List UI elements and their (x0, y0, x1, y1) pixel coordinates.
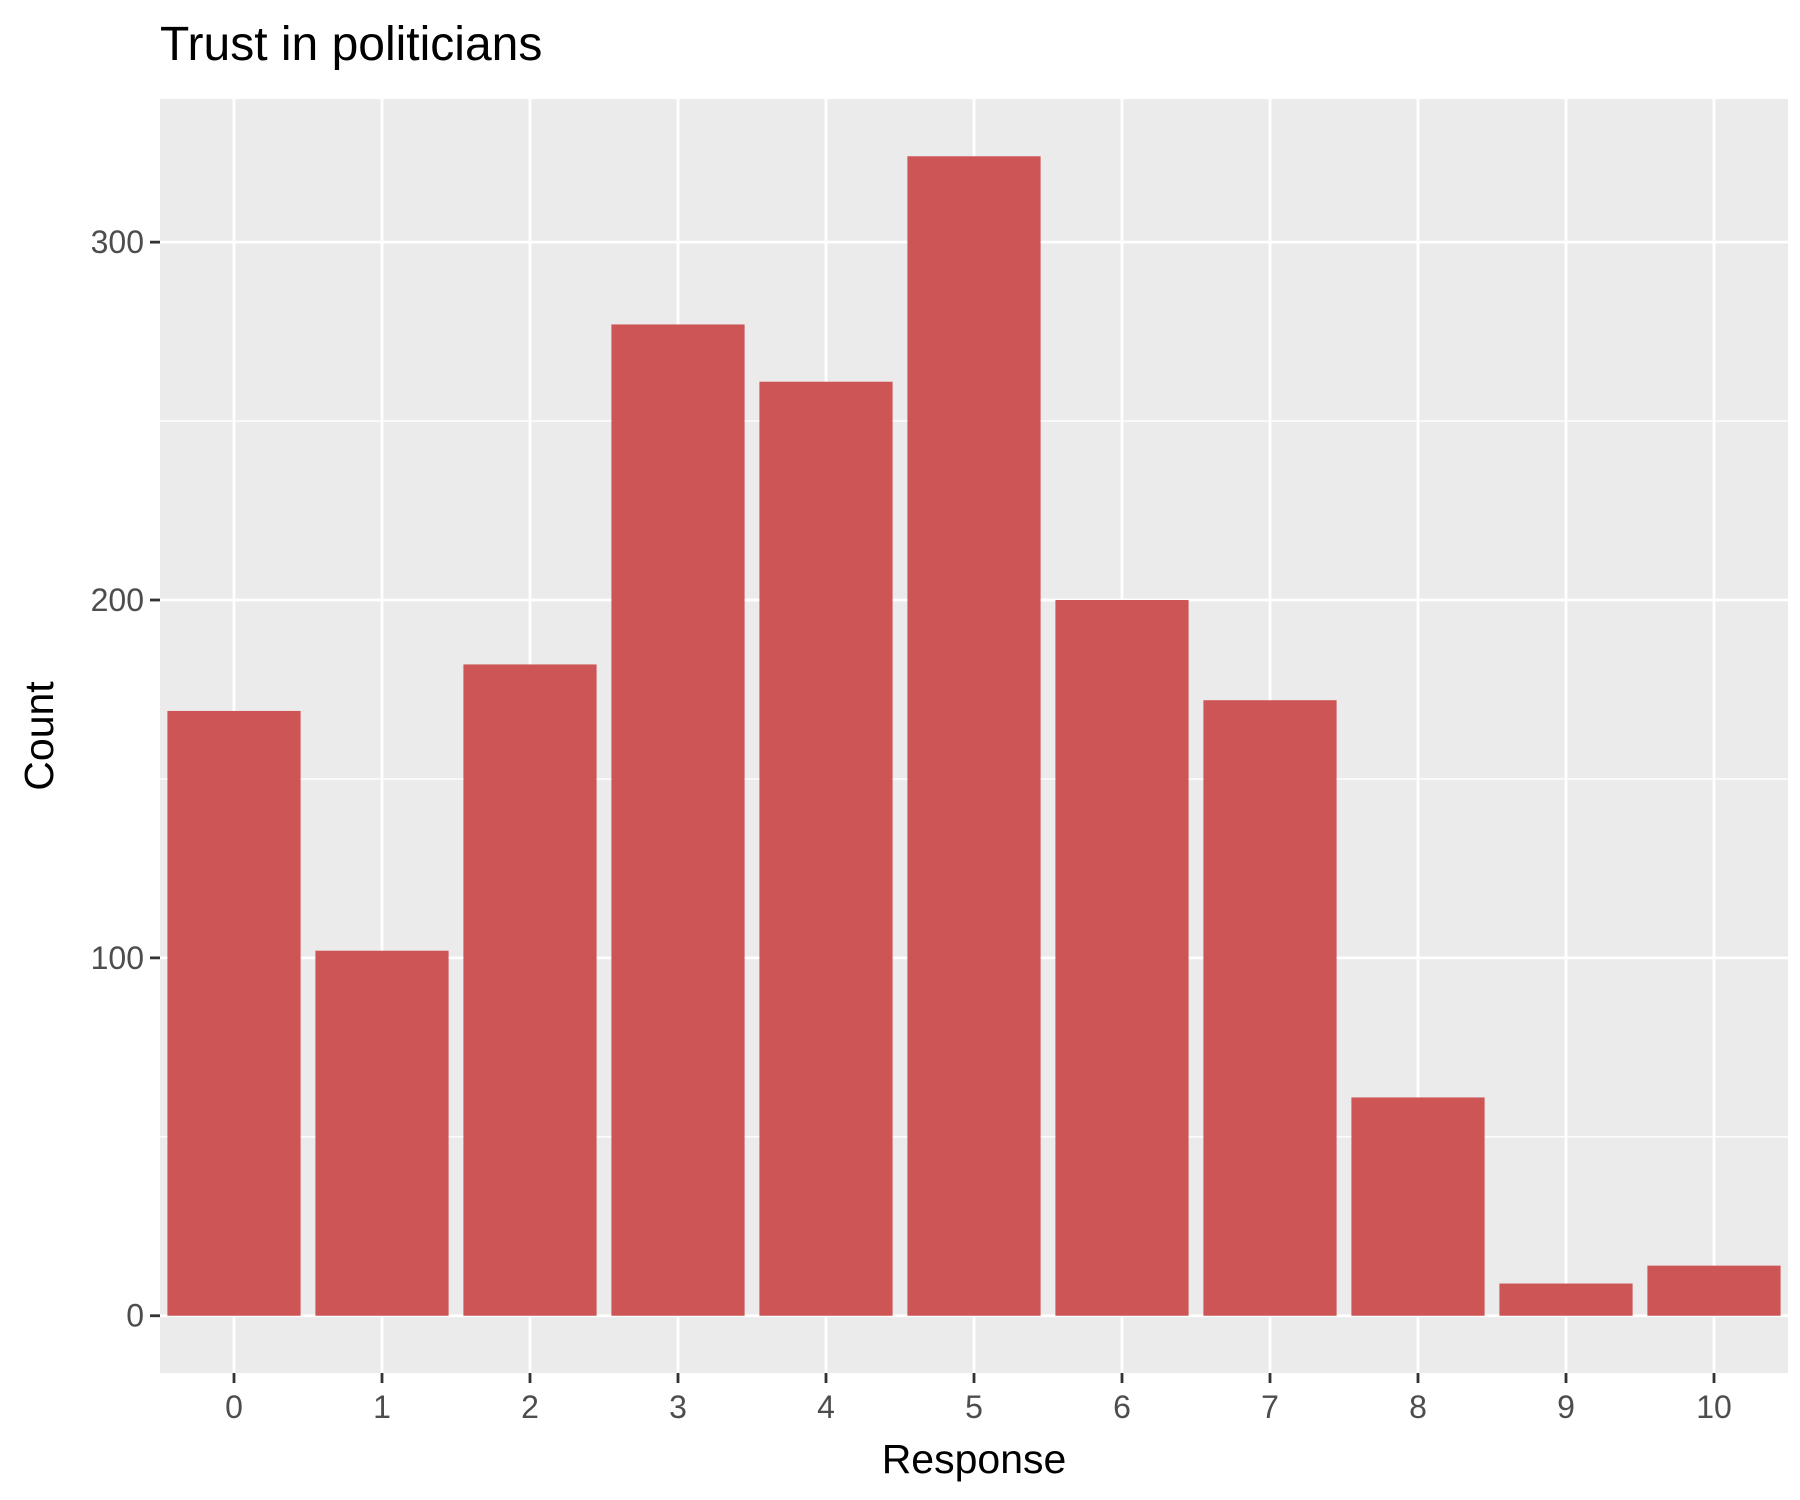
bar-5 (907, 156, 1041, 1316)
bars (167, 156, 1781, 1316)
x-tick-label: 2 (521, 1389, 539, 1425)
bar-1 (315, 950, 449, 1316)
y-tick-label: 100 (91, 940, 144, 976)
y-tick-label: 300 (91, 224, 144, 260)
bar-10 (1647, 1265, 1781, 1316)
chart-title: Trust in politicians (160, 18, 542, 71)
bar-9 (1499, 1283, 1633, 1316)
x-axis-title: Response (882, 1436, 1067, 1482)
x-tick-label: 3 (669, 1389, 687, 1425)
x-tick-label: 9 (1557, 1389, 1575, 1425)
axes: 0 100 200 300 0 1 2 3 4 5 6 7 8 9 10 (91, 224, 1732, 1425)
x-tick-label: 7 (1261, 1389, 1279, 1425)
y-tick-label: 200 (91, 582, 144, 618)
bar-4 (759, 381, 893, 1316)
x-tick-label: 4 (817, 1389, 835, 1425)
bar-2 (463, 664, 597, 1316)
x-tick-label: 10 (1696, 1389, 1732, 1425)
x-tick-label: 8 (1409, 1389, 1427, 1425)
bar-7 (1203, 700, 1337, 1316)
y-axis-title: Count (16, 681, 62, 791)
x-tick-label: 6 (1113, 1389, 1131, 1425)
y-tick-label: 0 (126, 1298, 144, 1334)
x-tick-label: 1 (373, 1389, 391, 1425)
x-tick-label: 5 (965, 1389, 983, 1425)
x-tick-label: 0 (225, 1389, 243, 1425)
bar-3 (611, 324, 745, 1316)
bar-0 (167, 710, 301, 1316)
bar-8 (1351, 1097, 1485, 1316)
bar-6 (1055, 600, 1189, 1316)
